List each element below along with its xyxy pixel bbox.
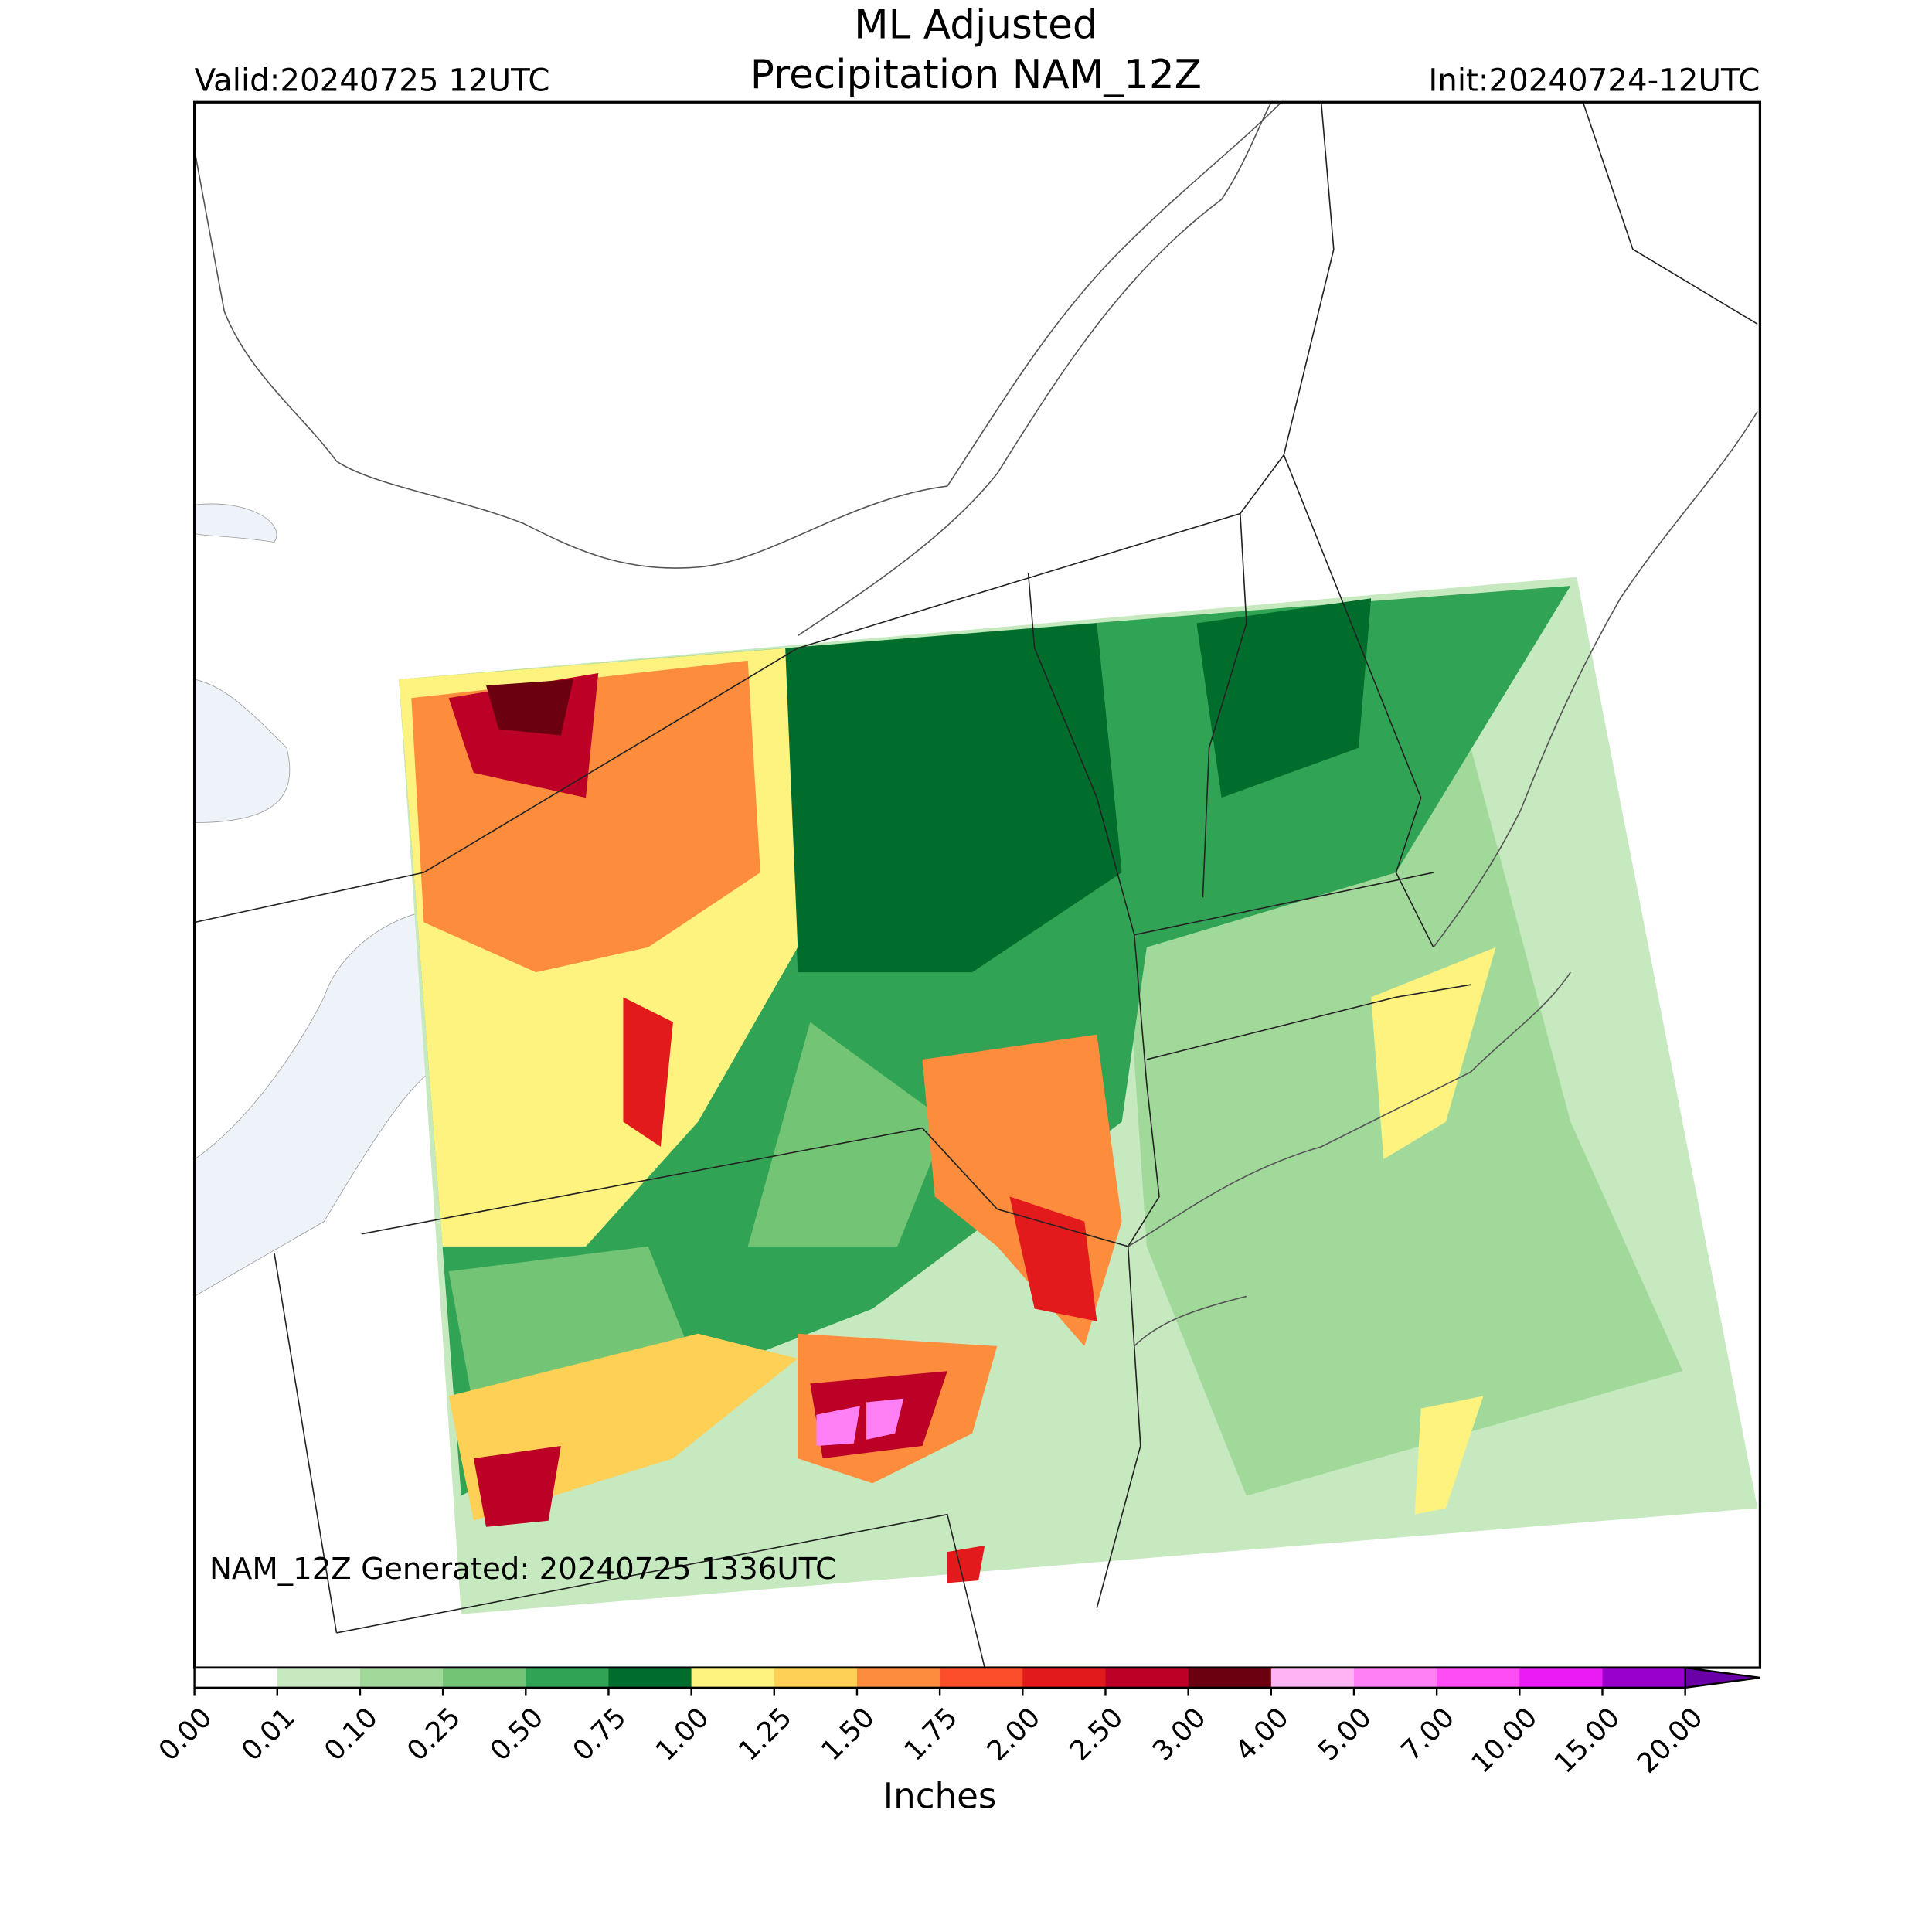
map-area: [194, 102, 1758, 1668]
colorbar: 0.00 0.01 0.10 0.25 0.50 0.75 1.00 1.25 1.50 1.75…: [153, 1666, 1760, 1780]
border: [274, 1252, 338, 1634]
colorbar-bin: [1105, 1668, 1189, 1688]
colorbar-bin: [691, 1668, 775, 1688]
coastline: [194, 102, 1282, 569]
colorbar-bin: [194, 1668, 278, 1688]
colorbar-bin: [940, 1668, 1024, 1688]
precip-area: [785, 623, 1122, 973]
title-line1: ML Adjusted: [854, 2, 1098, 48]
colorbar-bin: [1437, 1668, 1521, 1688]
colorbar-tick-label: 2.00: [981, 1702, 1046, 1767]
border: [1582, 102, 1758, 325]
precip-area: [473, 1445, 561, 1527]
colorbar-tick-label: 1.00: [650, 1702, 716, 1767]
border: [1134, 872, 1471, 1060]
coastline: [1128, 410, 1758, 1347]
colorbar-label: Inches: [883, 1775, 997, 1816]
colorbar-bin: [1270, 1668, 1355, 1688]
colorbar-bin: [856, 1668, 940, 1688]
precip-area: [747, 1022, 947, 1247]
colorbar-tick-label: 0.01: [236, 1702, 301, 1767]
colorbar-bin: [1188, 1668, 1272, 1688]
colorbar-extension: [1684, 1666, 1760, 1689]
lake: [194, 503, 277, 543]
colorbar-bin: [1602, 1668, 1686, 1688]
colorbar-tick-label: 1.25: [733, 1702, 798, 1767]
init-time: Init:20240724-12UTC: [1428, 62, 1760, 98]
colorbar-bin: [443, 1668, 527, 1688]
precip-area: [816, 1406, 860, 1446]
colorbar-outline: [193, 1666, 1686, 1689]
precip-area: [947, 1546, 985, 1583]
colorbar-tick-label: 0.25: [401, 1702, 467, 1767]
colorbar-bin: [774, 1668, 858, 1688]
colorbar-tick-label: 2.50: [1064, 1702, 1130, 1767]
title-line2: Precipitation NAM_12Z: [750, 52, 1202, 98]
colorbar-tick-label: 7.00: [1395, 1702, 1461, 1767]
colorbar-tick-label: 1.75: [898, 1702, 964, 1767]
colorbar-tick-label: 0.00: [153, 1702, 219, 1767]
lake: [194, 679, 291, 823]
generated-annotation: NAM_12Z Generated: 20240725 1336UTC: [209, 1552, 836, 1587]
precipitation-field: [399, 577, 1758, 1614]
colorbar-tick-label: 5.00: [1312, 1702, 1378, 1767]
precip-area: [623, 997, 673, 1147]
colorbar-bin: [608, 1668, 692, 1688]
colorbar-tick-label: 0.50: [484, 1702, 549, 1767]
colorbar-tick-label: 3.00: [1147, 1702, 1213, 1767]
valid-time: Valid:20240725 12UTC: [195, 62, 550, 98]
colorbar-bin: [359, 1668, 444, 1688]
colorbar-tick-label: 0.10: [318, 1702, 384, 1767]
colorbar-bin: [526, 1668, 610, 1688]
colorbar-bin: [1022, 1668, 1107, 1688]
colorbar-tick-label: 0.75: [567, 1702, 633, 1767]
precip-area: [1196, 598, 1372, 798]
precip-area: [866, 1398, 904, 1440]
border: [1202, 513, 1247, 898]
colorbar-bin: [277, 1668, 361, 1688]
border: [361, 1127, 1141, 1608]
precip-area: [1414, 1396, 1484, 1515]
colorbar-tick-label: 20.00: [1631, 1702, 1709, 1780]
border: [1283, 102, 1335, 455]
lake-ontario-erie: [194, 909, 430, 1297]
precip-area: [1009, 1196, 1097, 1321]
precip-area: [486, 679, 573, 736]
colorbar-tick-label: 10.00: [1465, 1702, 1543, 1780]
colorbar-bin: [1519, 1668, 1604, 1688]
colorbar-tick-label: 15.00: [1549, 1702, 1627, 1780]
border: [336, 1513, 985, 1668]
river: [797, 102, 1272, 637]
border: [194, 454, 1434, 948]
colorbar-bin: [1353, 1668, 1437, 1688]
colorbar-tick-label: 1.50: [815, 1702, 881, 1767]
colorbar-tick-label: 4.00: [1230, 1702, 1295, 1767]
